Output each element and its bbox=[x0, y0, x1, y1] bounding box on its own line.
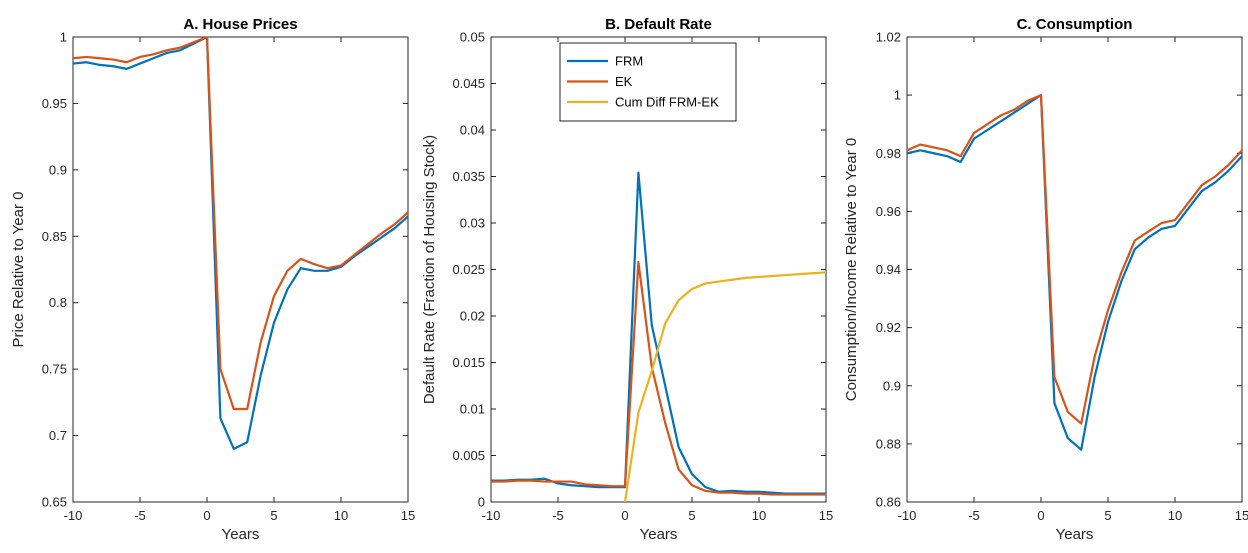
chart-3-ytick-label: 0.9 bbox=[883, 378, 901, 393]
chart-3: C. Consumption -10 -5 0 5 10 15 0.86 0.88 0.9 0.92… bbox=[843, 16, 1248, 543]
chart-2-ytick-label: 0.03 bbox=[460, 216, 485, 231]
chart-2-ytick-label: 0.05 bbox=[460, 30, 485, 45]
chart-2-xtick-label: 10 bbox=[752, 508, 766, 523]
chart-1-ytick-label: 0.9 bbox=[49, 162, 67, 177]
chart-3-xtick-label: -10 bbox=[898, 508, 917, 523]
chart-3-ytick-label: 0.94 bbox=[876, 262, 901, 277]
chart-1-xtick-label: -5 bbox=[134, 508, 146, 523]
chart-1-axes-box bbox=[72, 36, 409, 503]
chart-3-xtick-label: -5 bbox=[968, 508, 980, 523]
chart-2-ytick-label: 0.015 bbox=[452, 355, 485, 370]
chart-2-ytick-label: 0.045 bbox=[452, 76, 485, 91]
chart-3-ytick-label: 0.98 bbox=[876, 146, 901, 161]
chart-2-xtick-label: 5 bbox=[688, 508, 695, 523]
chart-1-ytick-label: 0.85 bbox=[42, 229, 67, 244]
chart-2-series-frm bbox=[491, 171, 826, 495]
chart-3-ytick-label: 0.92 bbox=[876, 320, 901, 335]
chart-2-legend-label: FRM bbox=[615, 54, 643, 69]
chart-1-ytick-label: 0.65 bbox=[42, 495, 67, 510]
chart-2-xtick-label: -10 bbox=[482, 508, 501, 523]
chart-2-xtick-label: 0 bbox=[621, 508, 628, 523]
chart-2-xtick-label: -5 bbox=[552, 508, 564, 523]
chart-2-ytick-label: 0.035 bbox=[452, 169, 485, 184]
chart-3-ylabel: Consumption/Income Relative to Year 0 bbox=[843, 138, 860, 402]
chart-3-xtick-label: 15 bbox=[1235, 508, 1248, 523]
chart-3-ytick-label: 0.88 bbox=[876, 436, 901, 451]
chart-1-ytick-label: 1 bbox=[60, 30, 67, 45]
chart-2-ytick-label: 0.005 bbox=[452, 448, 485, 463]
chart-3-axes-box bbox=[906, 36, 1243, 503]
chart-2-title: B. Default Rate bbox=[605, 16, 712, 33]
chart-2-ytick-label: 0.025 bbox=[452, 262, 485, 277]
chart-1-ytick-label: 0.7 bbox=[49, 428, 67, 443]
chart-2-legend-label: EK bbox=[615, 74, 633, 89]
chart-3-xtick-label: 0 bbox=[1037, 508, 1044, 523]
chart-3-xtick-label: 5 bbox=[1104, 508, 1111, 523]
chart-2-legend-label: Cum Diff FRM-EK bbox=[615, 95, 719, 110]
chart-1-xtick-label: -10 bbox=[64, 508, 83, 523]
chart-3-series-ek bbox=[907, 94, 1242, 425]
chart-1-ytick-label: 0.75 bbox=[42, 362, 67, 377]
chart-1-ytick-label: 0.95 bbox=[42, 96, 67, 111]
chart-2-ytick-label: 0.01 bbox=[460, 402, 485, 417]
chart-2-series-cum-diff-frm-ek bbox=[623, 271, 826, 502]
chart-2-legend: FRM EK Cum Diff FRM-EK bbox=[559, 42, 737, 122]
chart-1-xtick-label: 5 bbox=[270, 508, 277, 523]
chart-2-xtick-label: 15 bbox=[819, 508, 833, 523]
chart-2: B. Default Rate -10 -5 0 5 10 15 0 0.005 0.01 0.01… bbox=[421, 16, 833, 543]
chart-3-title: C. Consumption bbox=[1017, 16, 1133, 33]
chart-2-ytick-label: 0.02 bbox=[460, 309, 485, 324]
chart-3-ytick-label: 0.96 bbox=[876, 204, 901, 219]
chart-1-ytick-label: 0.8 bbox=[49, 295, 67, 310]
chart-1-xtick-label: 0 bbox=[203, 508, 210, 523]
chart-3-xlabel: Years bbox=[1056, 526, 1094, 543]
chart-3-series-frm bbox=[907, 94, 1242, 451]
chart-1-xtick-label: 10 bbox=[334, 508, 348, 523]
chart-1: A. House Prices -10 -5 0 5 10 15 0.65 0.7 0.75 0.8… bbox=[10, 16, 415, 543]
chart-1-title: A. House Prices bbox=[183, 16, 297, 33]
chart-3-ytick-label: 0.86 bbox=[876, 495, 901, 510]
chart-1-series-ek bbox=[73, 37, 408, 411]
chart-2-ylabel: Default Rate (Fraction of Housing Stock) bbox=[421, 135, 438, 404]
chart-1-xlabel: Years bbox=[222, 526, 260, 543]
chart-2-series-ek bbox=[491, 260, 826, 496]
chart-3-ytick-label: 1.02 bbox=[876, 30, 901, 45]
chart-1-ylabel: Price Relative to Year 0 bbox=[10, 192, 27, 348]
chart-2-ytick-label: 0 bbox=[478, 495, 485, 510]
chart-2-xlabel: Years bbox=[640, 526, 678, 543]
chart-3-ytick-label: 1 bbox=[894, 88, 901, 103]
chart-2-ytick-label: 0.04 bbox=[460, 123, 485, 138]
chart-1-xtick-label: 15 bbox=[401, 508, 415, 523]
chart-3-xtick-label: 10 bbox=[1168, 508, 1182, 523]
